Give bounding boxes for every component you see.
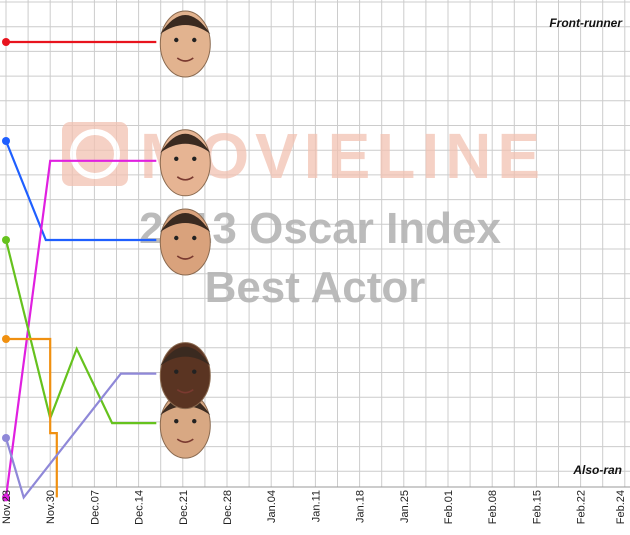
face-mouth [176, 438, 194, 443]
x-tick-label: Jan.18 [355, 490, 367, 523]
face-4 [159, 342, 211, 410]
series-start-point-4 [2, 236, 10, 244]
x-tick-label: Feb.08 [487, 490, 499, 524]
x-tick-label: Feb.24 [615, 490, 627, 524]
x-tick-label: Jan.04 [266, 490, 278, 523]
face-eye-right [192, 156, 197, 161]
series-start-point-3 [2, 493, 10, 502]
face-2 [159, 129, 211, 197]
actor-faces [159, 10, 211, 459]
face-mouth [176, 255, 194, 260]
series-line-3 [4, 159, 157, 498]
x-tick-label: Dec.28 [222, 490, 234, 525]
x-tick-label: Nov.30 [45, 490, 57, 524]
face-eye-right [192, 235, 197, 241]
x-axis-ticks: Nov.23 Nov.30 Dec.07 Dec.14 Dec.21 Dec.28 Jan.… [1, 490, 627, 525]
face-eye-right [192, 369, 197, 374]
face-eye-left [174, 369, 179, 374]
x-tick-label: Jan.11 [310, 490, 322, 522]
x-tick-label: Feb.01 [443, 490, 455, 524]
x-tick-label: Dec.14 [134, 490, 146, 525]
x-tick-label: Feb.22 [576, 490, 588, 524]
also-ran-label: Also-ran [572, 463, 622, 477]
face-eye-left [174, 156, 179, 161]
face-skin [159, 10, 211, 78]
x-tick-label: Dec.07 [89, 490, 101, 525]
face-skin [159, 208, 211, 276]
x-tick-label: Nov.23 [1, 490, 13, 524]
face-hair [160, 15, 211, 34]
chart-series [2, 38, 157, 502]
series-line-6 [4, 372, 157, 500]
x-tick-label: Jan.25 [399, 490, 411, 523]
face-skin [159, 342, 211, 410]
front-runner-label: Front-runner [549, 16, 623, 30]
x-tick-label: Feb.15 [531, 490, 543, 524]
face-eye-left [174, 418, 179, 424]
face-eye-left [174, 37, 179, 43]
x-tick-label: Dec.21 [178, 490, 190, 525]
face-eye-right [192, 37, 197, 43]
series-start-point-1 [2, 38, 10, 46]
face-eye-left [174, 235, 179, 241]
face-3 [159, 208, 211, 276]
face-mouth [176, 57, 194, 62]
face-1 [159, 10, 211, 78]
series-line-2 [4, 140, 157, 242]
face-mouth [176, 176, 194, 181]
face-mouth [176, 388, 194, 394]
face-hair [160, 133, 211, 153]
chart-subtitle: Best Actor [205, 263, 426, 312]
series-start-point-6 [2, 434, 10, 442]
face-skin [159, 129, 211, 197]
series-start-point-2 [2, 137, 10, 145]
series-line-4 [4, 239, 157, 425]
face-eye-right [192, 418, 197, 424]
series-start-point-5 [2, 335, 10, 343]
watermark-logo-ring [70, 129, 120, 179]
face-hair [160, 346, 211, 366]
face-hair [160, 213, 211, 232]
